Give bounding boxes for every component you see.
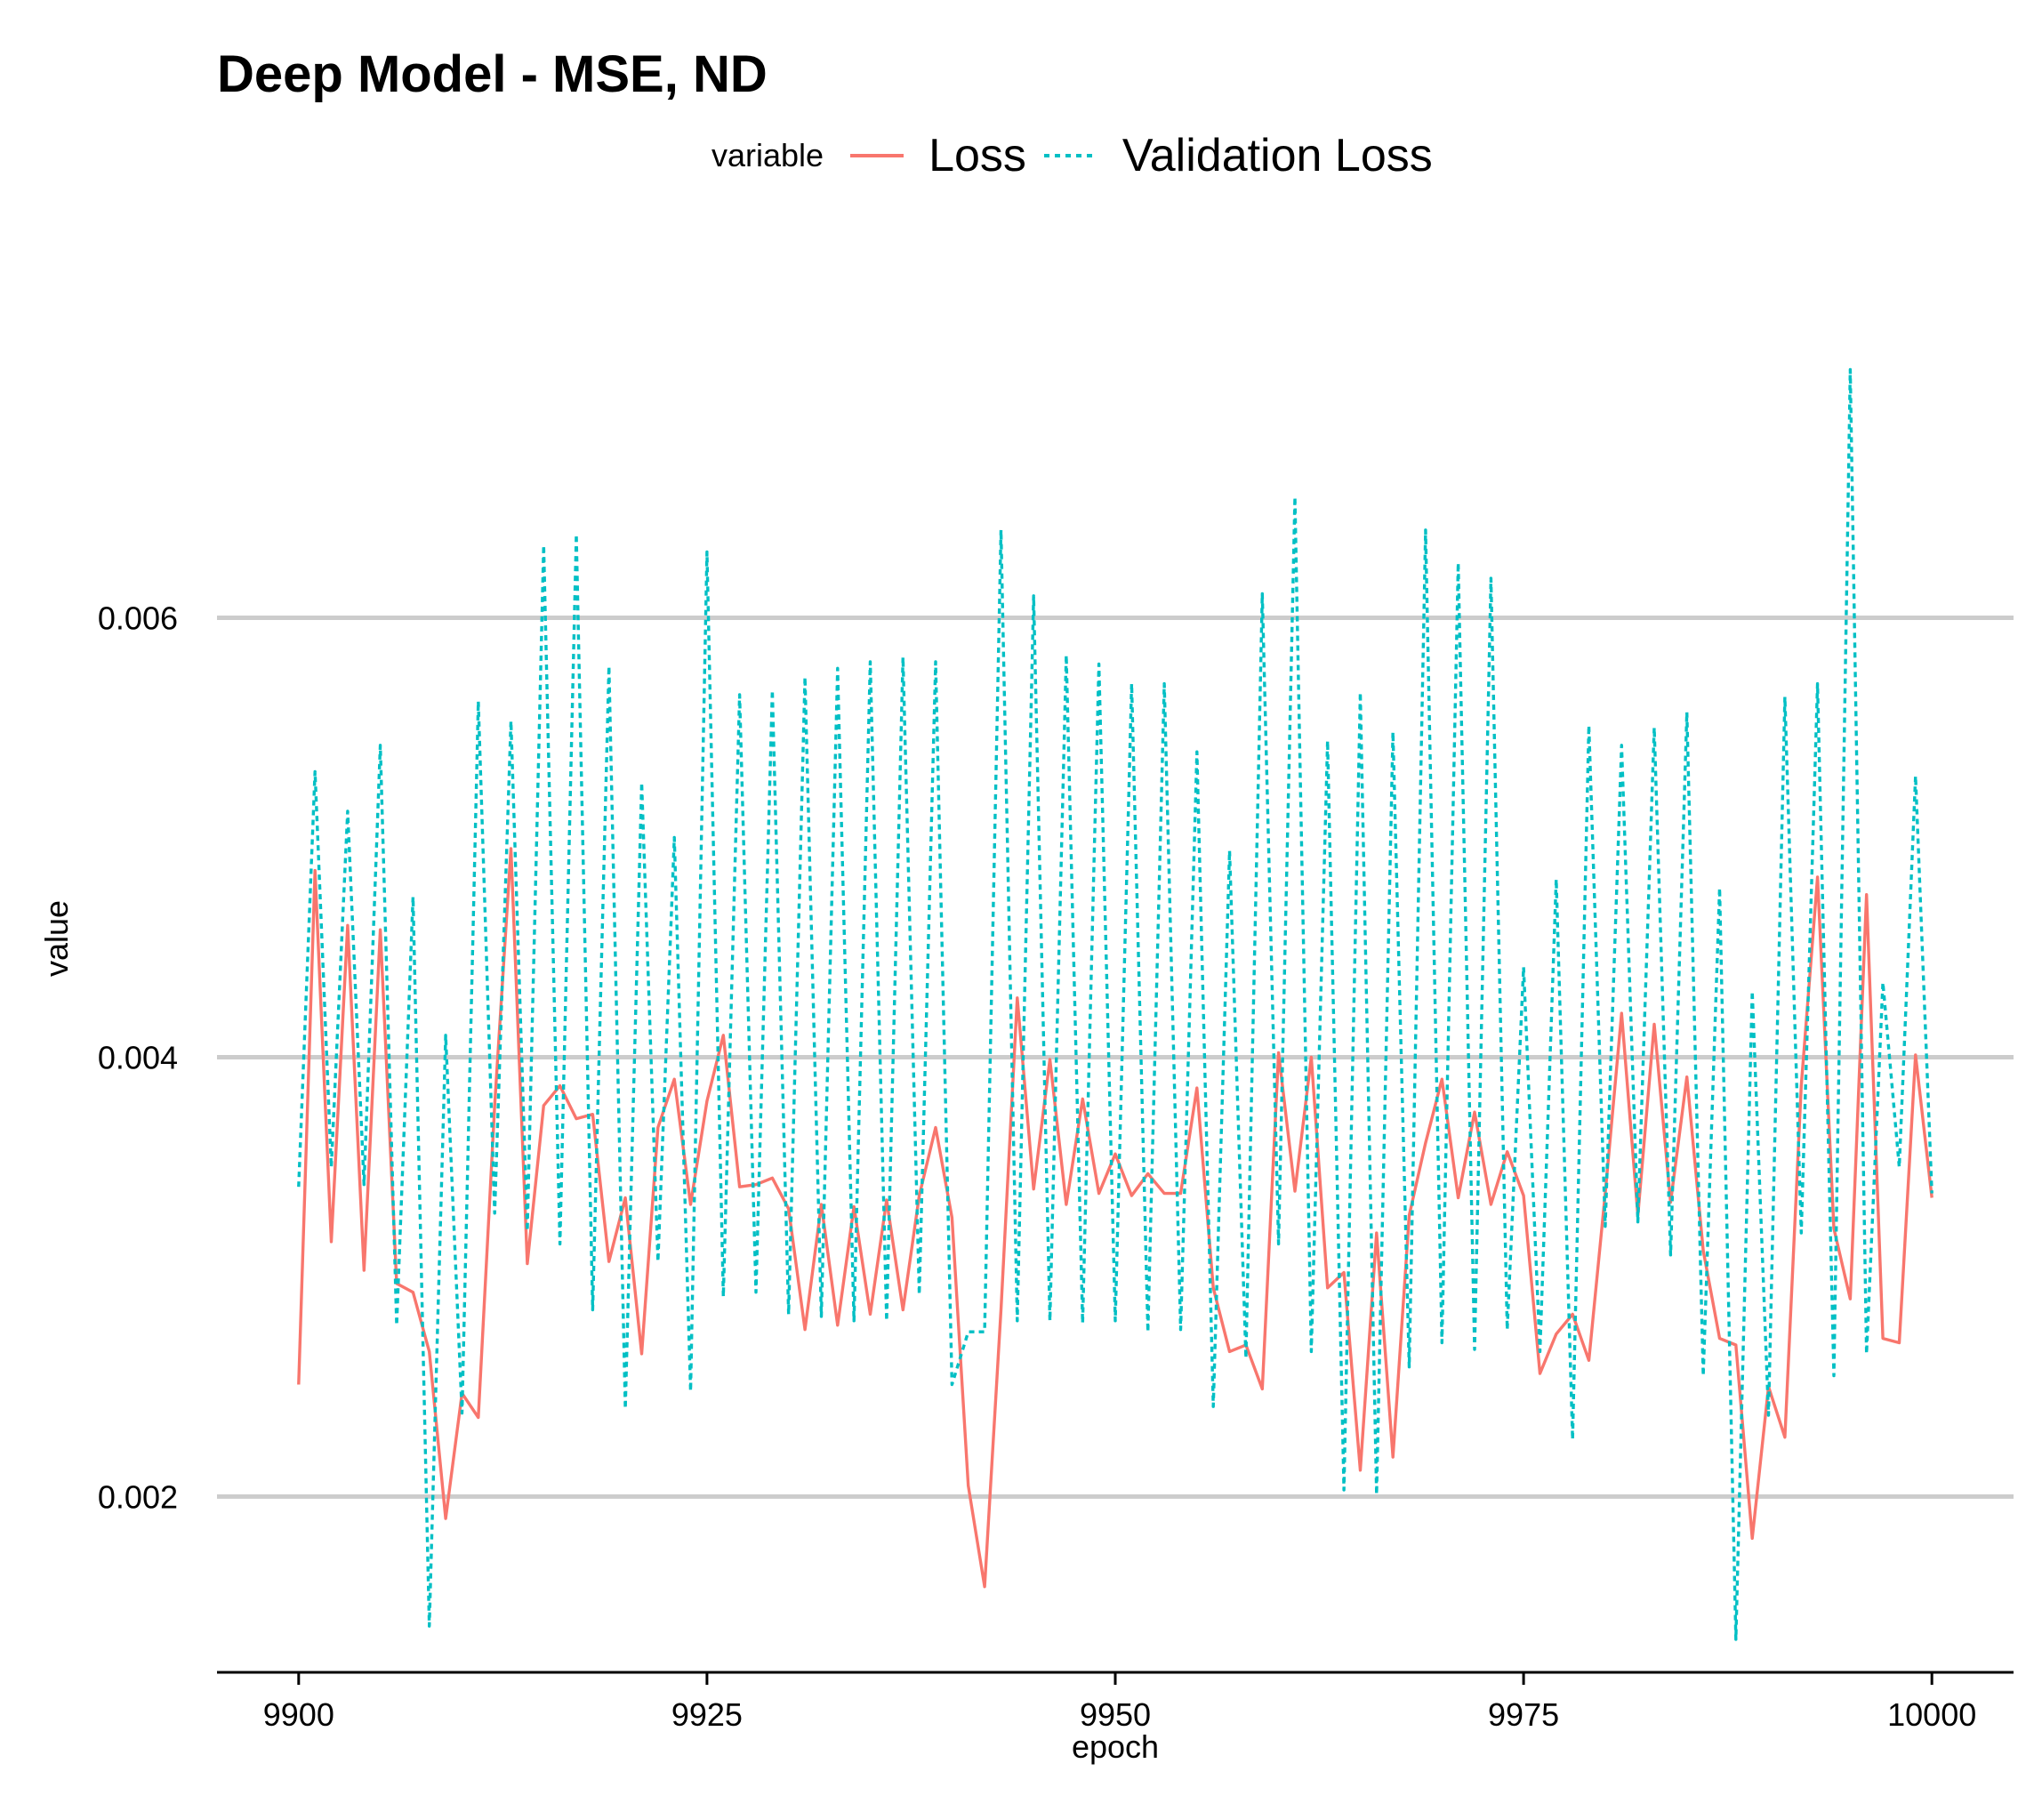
x-tick-label-4: 10000 xyxy=(1887,1696,1976,1733)
series-lines xyxy=(297,367,1933,1641)
y-tick-label-0: 0.002 xyxy=(98,1478,178,1515)
x-axis-ticks: 9900 9925 9950 9975 10000 xyxy=(263,1672,1976,1733)
x-tick-label-1: 9925 xyxy=(671,1696,743,1733)
x-tick-label-2: 9950 xyxy=(1080,1696,1151,1733)
y-tick-label-1: 0.004 xyxy=(98,1039,178,1075)
legend-key-validation-loss xyxy=(1043,154,1097,157)
legend: variable Loss Validation Loss xyxy=(711,126,1451,185)
chart-title: Deep Model - MSE, ND xyxy=(217,45,768,103)
legend-key-loss xyxy=(850,154,904,157)
y-tick-label-2: 0.006 xyxy=(98,600,178,637)
x-tick-label-3: 9975 xyxy=(1488,1696,1559,1733)
grid xyxy=(217,616,2014,1499)
series-line-validation-loss xyxy=(297,367,1933,1641)
x-tick-label-0: 9900 xyxy=(263,1696,334,1733)
legend-label-loss: Loss xyxy=(929,130,1026,181)
y-axis-ticks: 0.002 0.004 0.006 xyxy=(98,600,178,1516)
series-line-loss xyxy=(297,847,1933,1589)
legend-label-validation-loss: Validation Loss xyxy=(1121,130,1433,181)
x-axis-title: epoch xyxy=(1072,1728,1159,1765)
y-axis-title: value xyxy=(38,900,75,977)
legend-title: variable xyxy=(711,137,824,173)
